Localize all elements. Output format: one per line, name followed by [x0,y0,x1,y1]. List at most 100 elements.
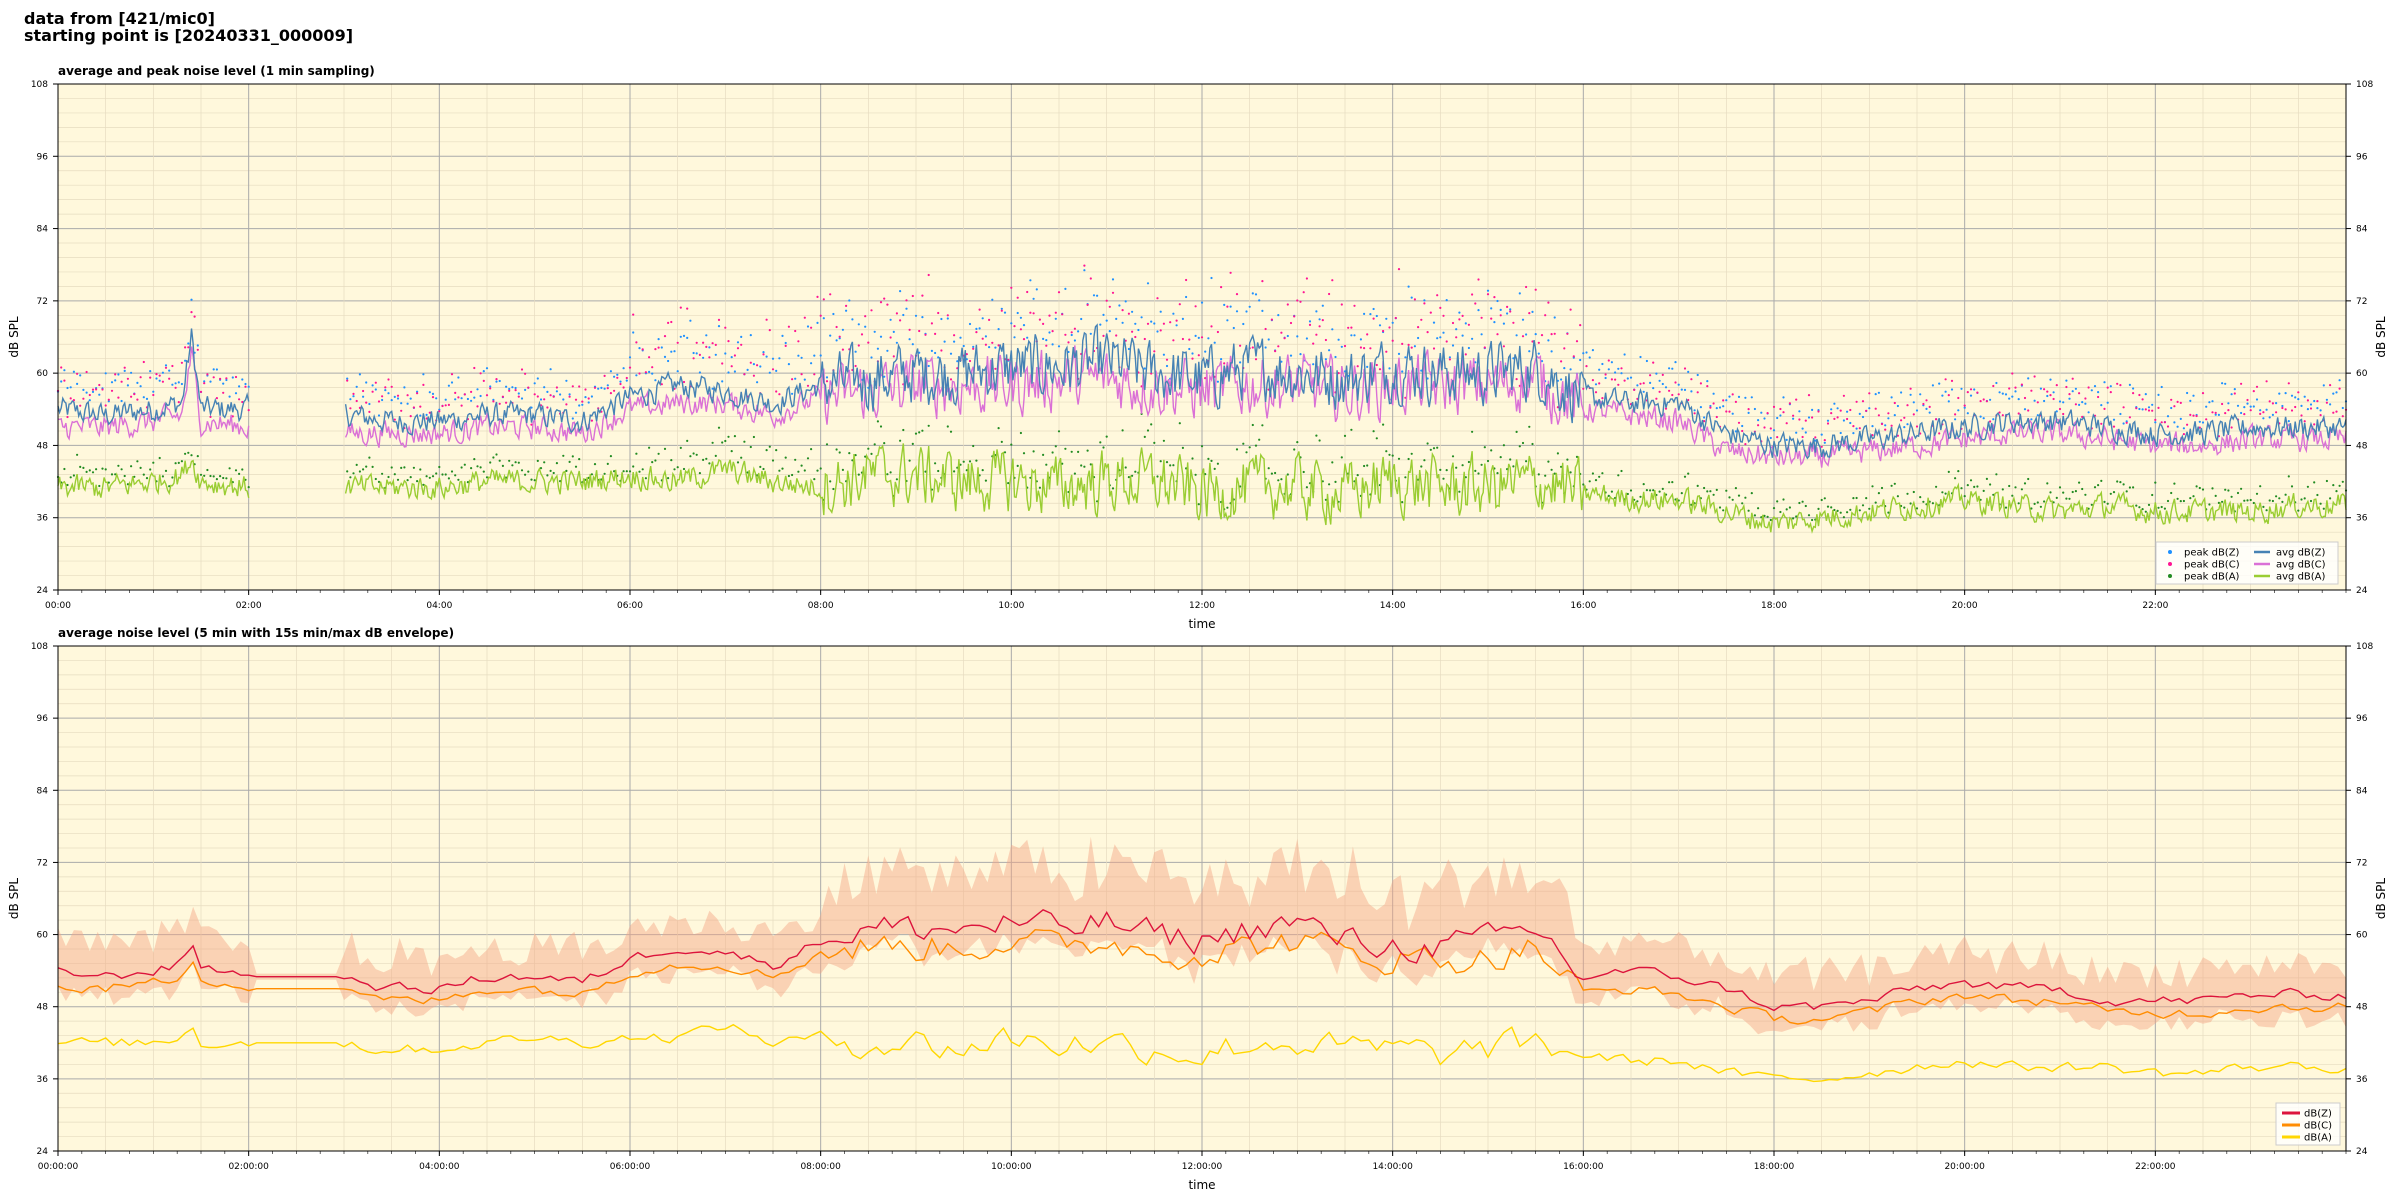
peak-point [1000,307,1003,310]
peak-point [2078,403,2081,406]
peak-point [1814,439,1817,442]
peak-point [1950,379,1954,382]
peak-point [816,321,819,324]
peak-point [1254,293,1258,296]
peak-point [1471,293,1474,296]
peak-point [2046,482,2049,485]
peak-point [2281,500,2284,503]
peak-point [1858,509,1861,512]
peak-point [609,455,613,458]
peak-point [212,376,215,379]
peak-point [403,466,406,469]
peak-point [527,386,530,389]
peak-point [1388,326,1391,329]
peak-point [1127,476,1130,479]
peak-point [479,372,482,375]
peak-point [994,367,997,370]
peak-point [346,470,349,473]
peak-point [543,386,546,389]
peak-point [1118,304,1121,307]
peak-point [485,394,489,397]
series-lines [57,908,2347,1083]
y-tick-label-right: 36 [2356,1075,2368,1085]
peak-point [1423,302,1426,305]
peak-point [1741,424,1744,428]
peak-point [1674,381,1677,384]
peak-point [1388,453,1391,456]
peak-point [981,469,984,472]
peak-point [1842,516,1845,519]
peak-point [2252,405,2255,408]
peak-point [1915,425,1919,428]
peak-point [60,366,63,369]
peak-point [2290,394,2294,397]
peak-point [555,462,559,465]
peak-point [705,334,708,337]
peak-point [1407,457,1410,461]
peak-point [698,472,702,475]
peak-point [1960,387,1963,390]
peak-point [1861,400,1865,403]
peak-point [2322,507,2325,510]
peak-point [1496,299,1499,303]
peak-point [2106,502,2109,505]
peak-point [686,307,689,310]
peak-point [1331,461,1334,464]
peak-point [918,431,921,434]
peak-point [1350,334,1353,337]
peak-point [775,369,778,372]
peak-point [476,405,479,408]
peak-point [365,401,368,404]
peak-point [765,449,768,452]
peak-point [695,453,698,456]
peak-point [543,461,546,464]
x-tick-label: 04:00 [426,601,452,611]
peak-point [180,361,183,364]
peak-point [1436,294,1439,297]
peak-point [619,380,622,383]
peak-point [1715,488,1718,491]
peak-point [1661,487,1664,490]
peak-point [717,325,721,328]
peak-point [934,462,937,465]
peak-point [721,380,724,383]
peak-point [1982,398,1985,401]
peak-point [171,476,174,479]
peak-point [1216,330,1219,334]
peak-point [1226,319,1229,322]
peak-point [1544,314,1547,317]
peak-point [1795,515,1798,518]
peak-point [946,425,949,428]
peak-point [1458,318,1461,321]
peak-point [1798,501,1801,505]
peak-point [1235,310,1239,313]
peak-point [1874,501,1877,504]
peak-point [578,458,581,461]
peak-point [1909,502,1912,505]
peak-point [1204,350,1207,353]
peak-point [1922,402,1925,406]
peak-point [1407,285,1410,288]
peak-point [667,477,670,480]
peak-point [638,347,641,350]
peak-point [813,478,816,481]
peak-point [1935,418,1938,421]
peak-point [2144,510,2147,513]
peak-point [806,384,810,387]
peak-point [349,407,352,410]
peak-point [1801,435,1804,439]
peak-point [485,367,489,370]
peak-point [349,476,352,479]
peak-point [1855,496,1858,500]
peak-point [2011,372,2014,375]
peak-point [2058,400,2062,403]
peak-point [1353,304,1356,307]
peak-point [1226,506,1229,509]
peak-point [1757,419,1760,422]
peak-point [1280,331,1283,334]
peak-point [1575,340,1579,343]
peak-point [581,403,584,406]
peak-point [1305,277,1308,280]
peak-point [1483,346,1486,349]
peak-point [1652,387,1655,390]
